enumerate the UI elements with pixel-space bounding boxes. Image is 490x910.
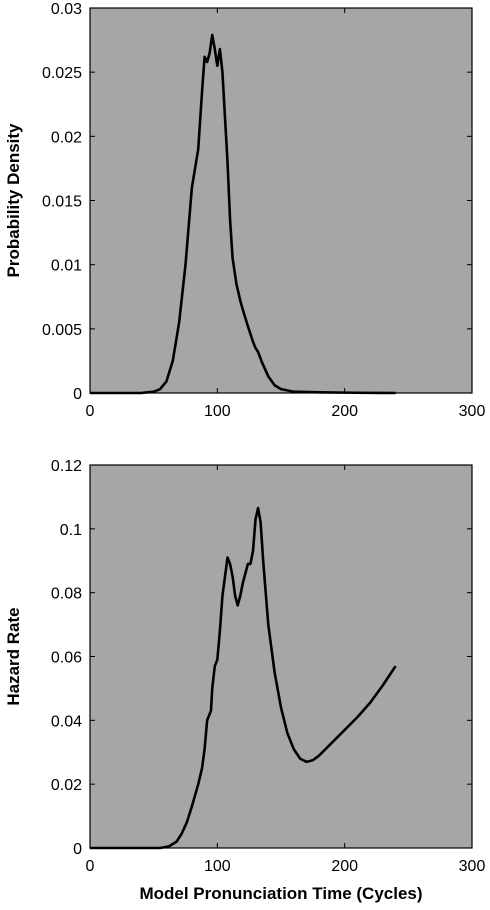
hazard-x-tick-label: 200 (331, 858, 358, 875)
hazard-x-tick-label: 0 (86, 858, 95, 875)
density-x-tick-label: 200 (331, 403, 358, 420)
density-panel: 0 100 200 300 0 0.005 0.01 0.015 0.02 0.025 0.03 Pr… (4, 1, 485, 420)
hazard-y-tick-label: 0.08 (51, 586, 82, 603)
hazard-y-tick-label: 0.04 (51, 713, 82, 730)
density-x-tick-label: 300 (459, 403, 486, 420)
density-x-tick-label: 0 (86, 403, 95, 420)
density-y-tick-label: 0.005 (42, 322, 82, 339)
density-x-tick-label: 100 (204, 403, 231, 420)
hazard-y-tick-label: 0.06 (51, 650, 82, 667)
density-y-tick-label: 0.01 (51, 258, 82, 275)
hazard-x-tick-label: 100 (204, 858, 231, 875)
hazard-x-tick-label: 300 (459, 858, 486, 875)
hazard-x-axis-label: Model Pronunciation Time (Cycles) (139, 884, 422, 903)
hazard-y-tick-label: 0 (73, 841, 82, 858)
density-y-tick-label: 0.03 (51, 1, 82, 18)
hazard-plot-area (90, 465, 472, 848)
density-y-tick-label: 0.025 (42, 65, 82, 82)
hazard-y-axis-label: Hazard Rate (4, 607, 23, 705)
density-y-tick-label: 0.02 (51, 129, 82, 146)
hazard-panel: 0 100 200 300 0 0.02 0.04 0.06 0.08 0.1 0.12 Hazard… (4, 458, 485, 903)
density-curve (90, 33, 396, 395)
hazard-y-tick-label: 0.02 (51, 777, 82, 794)
density-plot-area (90, 8, 472, 393)
hazard-curve (90, 506, 397, 850)
density-y-axis-label: Probability Density (4, 123, 23, 278)
hazard-y-tick-label: 0.1 (60, 522, 82, 539)
density-y-tick-label: 0.015 (42, 194, 82, 211)
density-y-tick-label: 0 (73, 386, 82, 403)
hazard-y-tick-label: 0.12 (51, 458, 82, 475)
